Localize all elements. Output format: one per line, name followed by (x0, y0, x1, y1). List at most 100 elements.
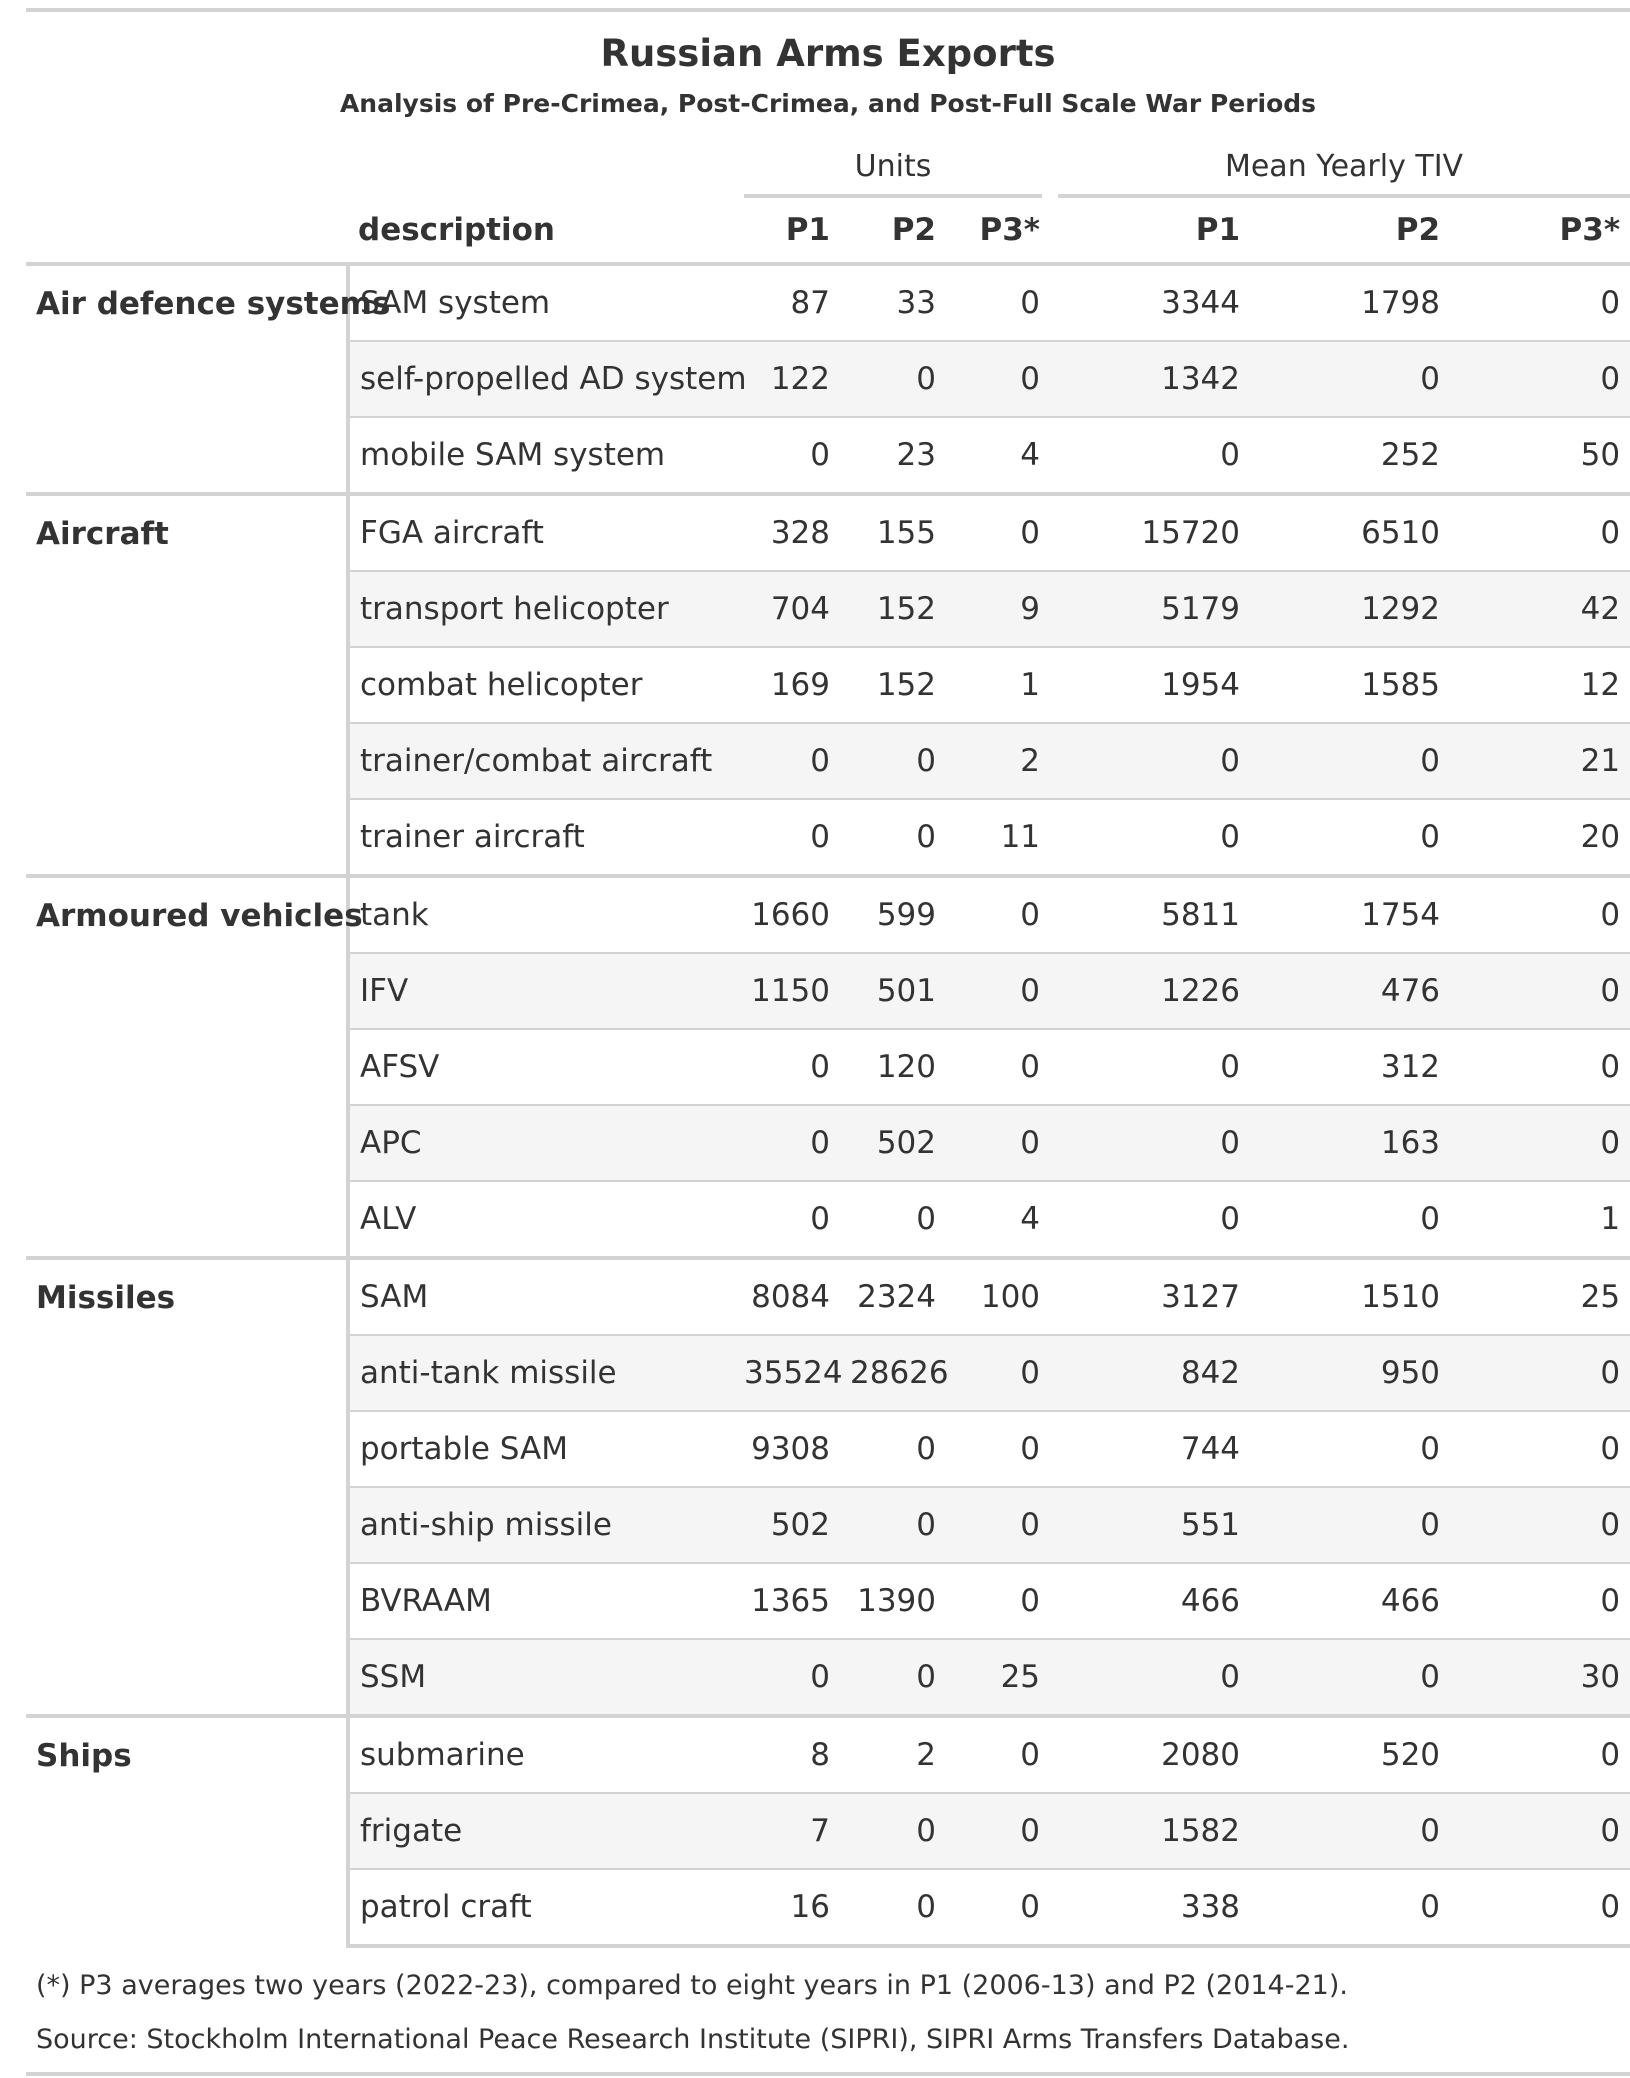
units-p1-cell: 0 (734, 1105, 840, 1182)
units-p3-cell: 100 (946, 1258, 1051, 1336)
tiv-p3-cell: 21 (1450, 723, 1630, 800)
units-p2-cell: 0 (840, 1487, 946, 1564)
row-description: mobile SAM system (348, 417, 734, 496)
units-p1-cell: 1365 (734, 1563, 840, 1640)
tiv-p3-cell: 0 (1450, 494, 1630, 572)
units-p1-cell: 8 (734, 1716, 840, 1794)
units-p1-cell: 169 (734, 647, 840, 724)
units-p2-cell: 0 (840, 1793, 946, 1870)
units-p3-cell: 0 (946, 1793, 1051, 1870)
group-label: Missiles (26, 1258, 350, 1716)
tiv-p2-cell: 252 (1250, 417, 1451, 496)
tiv-p1-cell: 3127 (1050, 1258, 1251, 1336)
units-p1-cell: 0 (734, 1181, 840, 1260)
tiv-p1-cell: 15720 (1050, 494, 1251, 572)
tiv-p1-cell: 744 (1050, 1411, 1251, 1488)
units-p1-cell: 0 (734, 723, 840, 800)
units-p1-cell: 502 (734, 1487, 840, 1564)
tiv-p3-cell: 1 (1450, 1181, 1630, 1260)
table-row: mobile SAM system 0 23 4 0 252 50 (26, 417, 1630, 496)
row-description: transport helicopter (348, 571, 734, 648)
row-description: submarine (348, 1716, 734, 1794)
row-description: IFV (348, 953, 734, 1030)
row-description: self-propelled AD system (348, 341, 747, 418)
column-header-tiv-p3: P3* (1559, 212, 1621, 248)
tiv-p1-cell: 0 (1050, 1029, 1251, 1106)
row-description: BVRAAM (348, 1563, 734, 1640)
tiv-p1-cell: 5179 (1050, 571, 1251, 648)
table-body: Air defence systems SAM system 87 33 0 3344 17… (26, 264, 1630, 1948)
column-header-units-p2: P2 (891, 212, 936, 248)
tiv-p2-cell: 0 (1250, 1487, 1451, 1564)
units-p3-cell: 1 (946, 647, 1051, 724)
units-p2-cell: 0 (840, 1411, 946, 1488)
units-p3-cell: 4 (946, 1181, 1051, 1260)
row-description: SAM system (348, 264, 734, 342)
table-row: anti-ship missile 502 0 0 551 0 0 (26, 1487, 1630, 1564)
tiv-p2-cell: 1510 (1250, 1258, 1451, 1336)
units-p2-cell: 0 (840, 1869, 946, 1948)
table-subtitle: Analysis of Pre-Crimea, Post-Crimea, and… (339, 89, 1317, 118)
units-p1-cell: 122 (734, 341, 840, 418)
tiv-p2-cell: 0 (1250, 1411, 1451, 1488)
units-p3-cell: 0 (946, 494, 1051, 572)
arms-exports-table: Units Mean Yearly TIV description P1 P2 … (26, 138, 1630, 1948)
units-p2-cell: 0 (840, 723, 946, 800)
units-p2-cell: 0 (840, 341, 946, 418)
table-row: trainer/combat aircraft 0 0 2 0 0 21 (26, 723, 1630, 800)
tiv-p1-cell: 551 (1050, 1487, 1251, 1564)
column-header-tiv-p1: P1 (1195, 212, 1241, 248)
units-p3-cell: 2 (946, 723, 1051, 800)
tiv-p3-cell: 0 (1450, 1869, 1630, 1948)
group-label: Ships (26, 1716, 350, 1946)
units-p1-cell: 0 (734, 799, 840, 878)
units-p3-cell: 0 (946, 1563, 1051, 1640)
units-p1-cell: 7 (734, 1793, 840, 1870)
table-row: ALV 0 0 4 0 0 1 (26, 1181, 1630, 1260)
row-description: SSM (348, 1639, 734, 1718)
units-p1-cell: 16 (734, 1869, 840, 1948)
tiv-p1-cell: 0 (1050, 799, 1251, 878)
tiv-p2-cell: 0 (1250, 799, 1451, 878)
row-description: patrol craft (348, 1869, 734, 1948)
tiv-p3-cell: 50 (1450, 417, 1630, 496)
tiv-p2-cell: 950 (1250, 1335, 1451, 1412)
tiv-p1-cell: 1226 (1050, 953, 1251, 1030)
tiv-p2-cell: 163 (1250, 1105, 1451, 1182)
tiv-p3-cell: 0 (1450, 341, 1630, 418)
units-p3-cell: 11 (946, 799, 1051, 878)
table-row: patrol craft 16 0 0 338 0 0 (26, 1869, 1630, 1948)
row-description: trainer aircraft (348, 799, 734, 878)
units-p1-cell: 8084 (734, 1258, 840, 1336)
tiv-p3-cell: 0 (1450, 1105, 1630, 1182)
units-p2-cell: 501 (840, 953, 946, 1030)
tiv-p3-cell: 0 (1450, 876, 1630, 954)
tiv-p3-cell: 0 (1450, 1411, 1630, 1488)
units-p2-cell: 2324 (840, 1258, 946, 1336)
tiv-p1-cell: 3344 (1050, 264, 1251, 342)
units-p2-cell: 23 (840, 417, 946, 496)
table-row: portable SAM 9308 0 0 744 0 0 (26, 1411, 1630, 1488)
table-row: APC 0 502 0 0 163 0 (26, 1105, 1630, 1182)
table-row: IFV 1150 501 0 1226 476 0 (26, 953, 1630, 1030)
units-p3-cell: 9 (946, 571, 1051, 648)
units-p2-cell: 0 (840, 1639, 946, 1718)
tiv-p1-cell: 0 (1050, 1639, 1251, 1718)
column-header-tiv-p2: P2 (1395, 212, 1441, 248)
table-row: Ships submarine 8 2 0 2080 520 0 (26, 1716, 1630, 1946)
tiv-p1-cell: 0 (1050, 1105, 1251, 1182)
table-row: Aircraft FGA aircraft 328 155 0 15720 6510 0 (26, 494, 1630, 876)
tiv-p3-cell: 0 (1450, 264, 1630, 342)
tiv-p2-cell: 476 (1250, 953, 1451, 1030)
tiv-p1-cell: 1954 (1050, 647, 1251, 724)
column-header-units-p1: P1 (785, 212, 830, 248)
units-p1-cell: 0 (734, 1029, 840, 1106)
tiv-p1-cell: 1582 (1050, 1793, 1251, 1870)
tiv-p2-cell: 520 (1250, 1716, 1451, 1794)
column-header-description: description (358, 212, 555, 248)
units-p1-cell: 704 (734, 571, 840, 648)
source-note: Source: Stockholm International Peace Re… (36, 2024, 1350, 2055)
row-description: AFSV (348, 1029, 734, 1106)
table-row: transport helicopter 704 152 9 5179 1292 42 (26, 571, 1630, 648)
table-row: frigate 7 0 0 1582 0 0 (26, 1793, 1630, 1870)
